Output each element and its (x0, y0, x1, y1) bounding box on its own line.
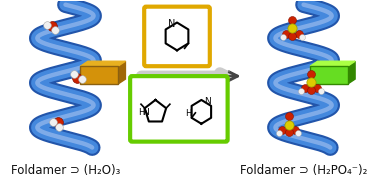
Polygon shape (118, 61, 125, 84)
FancyBboxPatch shape (310, 66, 348, 84)
Text: N: N (204, 97, 211, 106)
Text: N: N (168, 19, 175, 29)
FancyBboxPatch shape (130, 76, 228, 142)
Polygon shape (310, 61, 355, 66)
FancyBboxPatch shape (144, 7, 210, 66)
Text: N: N (142, 108, 149, 117)
Text: Foldamer ⊃ (H₂PO₄⁻)₂: Foldamer ⊃ (H₂PO₄⁻)₂ (240, 164, 367, 177)
Text: H: H (185, 109, 191, 118)
Polygon shape (81, 61, 125, 66)
Polygon shape (348, 61, 355, 84)
Text: H: H (138, 108, 144, 117)
Text: Foldamer ⊃ (H₂O)₃: Foldamer ⊃ (H₂O)₃ (11, 164, 120, 177)
FancyBboxPatch shape (81, 66, 118, 84)
